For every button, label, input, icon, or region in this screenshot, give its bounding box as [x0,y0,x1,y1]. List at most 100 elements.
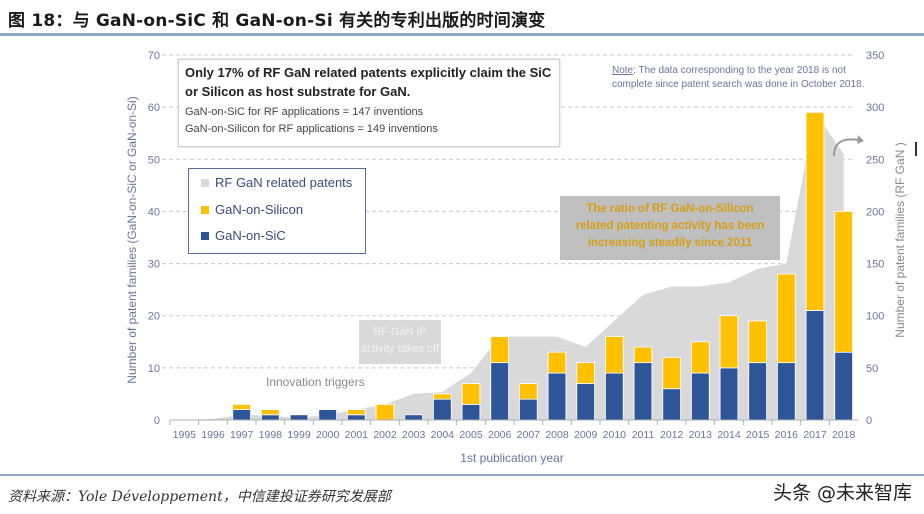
bar-silicon-2013 [691,341,710,374]
legend-item-rf-gan: RF GaN related patents [201,175,352,190]
svg-text:2009: 2009 [574,429,598,441]
bar-sic-2018 [834,351,853,421]
svg-text:2001: 2001 [345,429,369,441]
svg-text:10: 10 [148,363,160,375]
bar-sic-2015 [748,362,767,421]
svg-text:50: 50 [148,154,160,166]
bar-sic-2003 [404,414,423,421]
bar-silicon-2012 [662,357,681,390]
rf-gan-swatch-icon [201,178,209,187]
watermark: 头条 @未来智库 [772,482,912,504]
bar-silicon-2001 [347,409,366,416]
svg-text:2012: 2012 [660,429,684,441]
bar-silicon-2017 [805,111,825,311]
bar-silicon-2008 [547,351,567,374]
silicon-swatch-icon [201,205,209,214]
bar-sic-2011 [633,362,653,421]
legend-item-sic: GaN-on-SiC [201,228,286,243]
svg-text:200: 200 [866,206,884,218]
svg-text:70: 70 [148,50,160,62]
bar-silicon-2014 [719,315,739,369]
bar-sic-2009 [576,383,595,421]
bar-silicon-2005 [461,383,481,405]
bar-sic-2017 [805,310,825,421]
svg-text:2010: 2010 [603,429,627,441]
ratio-annotation: The ratio of RF GaN-on-Silicon related p… [560,196,780,260]
source-text: 资料来源：Yole Développement，中信建投证券研究发展部 [8,489,391,505]
right-y-axis: 0 50 100 150 200 250 300 350 Number of patent fa… [866,50,907,427]
bar-sic-2001 [347,414,366,421]
bar-silicon-2006 [490,336,509,364]
svg-text:1st publication year: 1st publication year [460,451,563,465]
svg-text:300: 300 [866,102,884,114]
bar-sic-2004 [433,398,452,421]
svg-text:0: 0 [154,415,160,427]
svg-text:2000: 2000 [316,429,340,441]
text-cursor [915,142,917,156]
takeoff-annotation: RF GaN IP activity takes off [359,320,441,364]
svg-text:350: 350 [866,50,884,62]
bar-sic-1997 [232,409,251,421]
svg-text:0: 0 [866,415,872,427]
bar-silicon-1997 [232,403,251,410]
svg-text:2002: 2002 [373,429,397,441]
bar-sic-2016 [777,362,796,421]
svg-text:2017: 2017 [803,429,827,441]
bar-silicon-2007 [519,383,538,400]
svg-text:2015: 2015 [746,429,770,441]
title-divider [0,33,924,36]
bar-sic-2013 [691,372,710,421]
bar-silicon-2009 [576,362,595,384]
bar-sic-2000 [318,409,337,421]
svg-text:50: 50 [866,363,878,375]
svg-text:2016: 2016 [775,429,799,441]
bar-sic-1998 [261,414,280,421]
svg-text:Number of patent families (GaN: Number of patent families (GaN-on-SiC or… [125,96,139,383]
note-label: Note [612,65,634,76]
svg-text:2011: 2011 [632,429,655,441]
legend-item-silicon: GaN-on-Silicon [201,202,303,217]
bar-silicon-2015 [748,320,767,364]
svg-text:Number of patent families (RF: Number of patent families (RF GaN ) [893,142,907,337]
svg-text:20: 20 [148,311,160,323]
bar-sic-2010 [605,372,624,421]
bar-sic-2007 [519,398,538,421]
left-y-axis: 0 10 20 30 40 50 60 70 Number of patent families… [125,50,160,427]
bar-silicon-2016 [777,273,796,364]
svg-text:2014: 2014 [717,429,741,441]
svg-text:40: 40 [148,206,160,218]
svg-text:250: 250 [866,154,884,166]
headline-line-1: Only 17% of RF GaN related patents expli… [185,65,552,80]
bar-sic-2012 [662,388,681,421]
svg-text:1999: 1999 [287,429,311,441]
curved-arrow-icon [833,135,864,157]
svg-text:2013: 2013 [689,429,713,441]
headline-box: Only 17% of RF GaN related patents expli… [178,59,560,147]
rf-gan-area [170,112,844,420]
bar-sic-2005 [461,403,481,421]
legend: RF GaN related patents GaN-on-Silicon Ga… [188,168,366,254]
svg-text:2005: 2005 [459,429,483,441]
svg-text:2004: 2004 [431,429,455,441]
note-line-2: complete since patent search was done in… [612,79,865,90]
svg-text:1997: 1997 [230,429,254,441]
note: Note: The data corresponding to the year… [612,64,864,92]
svg-text:100: 100 [866,311,884,323]
footer-divider [0,474,924,476]
bar-silicon-2002 [375,403,395,421]
silicon-inventions: GaN-on-Silicon for RF applications = 149… [185,123,438,135]
patent-chart: 0 10 20 30 40 50 60 70 Number of patent families… [125,50,907,465]
svg-text:2003: 2003 [402,429,426,441]
rf-gan-area-shape [170,112,844,420]
x-axis: 1995 1996 1997 1998 1999 2000 2001 2002 2003 2004… [169,419,858,465]
svg-text:150: 150 [866,259,884,271]
headline-line-2: or Silicon as host substrate for GaN. [185,84,411,99]
sic-swatch-icon [201,231,209,240]
bar-silicon-2010 [605,336,624,374]
svg-text:2018: 2018 [832,429,856,441]
bar-sic-2008 [547,372,567,421]
svg-text:30: 30 [148,259,160,271]
svg-text:1995: 1995 [173,429,197,441]
figure-title: 图 18：与 GaN-on-SiC 和 GaN-on-Si 有关的专利出版的时间… [8,11,546,31]
svg-text:1998: 1998 [259,429,283,441]
